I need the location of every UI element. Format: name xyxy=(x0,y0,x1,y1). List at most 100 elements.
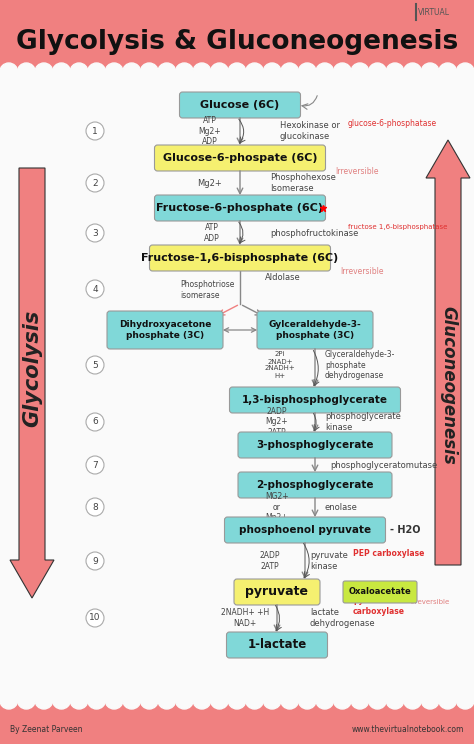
Circle shape xyxy=(35,63,53,81)
FancyBboxPatch shape xyxy=(229,387,401,413)
Text: Irreversible: Irreversible xyxy=(340,268,383,277)
Circle shape xyxy=(263,691,281,709)
Text: 2NADH+ +H
NAD+: 2NADH+ +H NAD+ xyxy=(221,609,269,628)
Circle shape xyxy=(456,63,474,81)
Text: pyruvate
carboxylase: pyruvate carboxylase xyxy=(353,596,405,616)
Text: 7: 7 xyxy=(92,461,98,469)
Text: Irreversible: Irreversible xyxy=(335,167,379,176)
Circle shape xyxy=(88,63,106,81)
FancyBboxPatch shape xyxy=(227,632,328,658)
Text: 1,3-bisphosphoglycerate: 1,3-bisphosphoglycerate xyxy=(242,395,388,405)
Text: 2ADP
Mg2+
2ATP: 2ADP Mg2+ 2ATP xyxy=(266,407,288,437)
Text: 3: 3 xyxy=(92,228,98,237)
Text: ATP
Mg2+
ADP: ATP Mg2+ ADP xyxy=(199,116,221,146)
Circle shape xyxy=(246,691,264,709)
Text: By Zeenat Parveen: By Zeenat Parveen xyxy=(10,725,82,734)
Text: Fructose-1,6-bisphosphate (6C): Fructose-1,6-bisphosphate (6C) xyxy=(141,253,338,263)
FancyBboxPatch shape xyxy=(0,0,474,72)
Circle shape xyxy=(86,280,104,298)
Circle shape xyxy=(421,691,439,709)
Text: lactate
dehydrogenase: lactate dehydrogenase xyxy=(310,609,375,628)
Circle shape xyxy=(246,63,264,81)
Circle shape xyxy=(351,691,369,709)
Circle shape xyxy=(210,691,228,709)
Circle shape xyxy=(105,691,123,709)
Text: - H2O: - H2O xyxy=(390,525,420,535)
Text: Glycolysis & Gluconeogenesis: Glycolysis & Gluconeogenesis xyxy=(16,29,458,55)
Polygon shape xyxy=(426,140,470,565)
Circle shape xyxy=(316,63,334,81)
Text: Hexokinase or
glucokinase: Hexokinase or glucokinase xyxy=(280,121,340,141)
FancyBboxPatch shape xyxy=(180,92,301,118)
Circle shape xyxy=(333,63,351,81)
Text: Fructose-6-phosphate (6C): Fructose-6-phosphate (6C) xyxy=(156,203,323,213)
Circle shape xyxy=(281,691,299,709)
Text: pyruvate: pyruvate xyxy=(246,586,309,598)
Text: Phosphotriose
isomerase: Phosphotriose isomerase xyxy=(180,280,234,300)
Circle shape xyxy=(105,63,123,81)
Text: Glyceraldehyde-3-
phosphate
dehydrogenase: Glyceraldehyde-3- phosphate dehydrogenas… xyxy=(325,350,395,380)
Circle shape xyxy=(263,63,281,81)
Text: Glucose (6C): Glucose (6C) xyxy=(201,100,280,110)
Circle shape xyxy=(228,691,246,709)
Text: www.thevirtualnotebook.com: www.thevirtualnotebook.com xyxy=(352,725,464,734)
FancyBboxPatch shape xyxy=(234,579,320,605)
Text: 2ADP
2ATP: 2ADP 2ATP xyxy=(260,551,280,571)
Circle shape xyxy=(386,691,404,709)
Text: ATP
ADP: ATP ADP xyxy=(204,223,220,243)
Text: VIRTUAL: VIRTUAL xyxy=(418,8,450,17)
Circle shape xyxy=(86,456,104,474)
Circle shape xyxy=(456,691,474,709)
FancyBboxPatch shape xyxy=(155,145,326,171)
Circle shape xyxy=(368,63,386,81)
Circle shape xyxy=(421,63,439,81)
Text: Irreversible: Irreversible xyxy=(410,599,449,605)
Text: Gluconeogenesis: Gluconeogenesis xyxy=(439,306,457,464)
Text: Glycolysis: Glycolysis xyxy=(22,310,42,426)
Text: 3-phosphoglycerate: 3-phosphoglycerate xyxy=(256,440,374,450)
Text: phosphoglycerate
kinase: phosphoglycerate kinase xyxy=(325,412,401,432)
Circle shape xyxy=(438,691,456,709)
Text: Oxaloacetate: Oxaloacetate xyxy=(348,588,411,597)
Text: phosphofructokinase: phosphofructokinase xyxy=(270,228,358,237)
FancyBboxPatch shape xyxy=(149,245,330,271)
Circle shape xyxy=(53,691,71,709)
Circle shape xyxy=(316,691,334,709)
Text: 9: 9 xyxy=(92,557,98,565)
Circle shape xyxy=(86,498,104,516)
Text: Phosphohexose
Isomerase: Phosphohexose Isomerase xyxy=(270,173,336,193)
FancyBboxPatch shape xyxy=(257,311,373,349)
Circle shape xyxy=(403,63,421,81)
Circle shape xyxy=(70,691,88,709)
Text: 5: 5 xyxy=(92,361,98,370)
Circle shape xyxy=(86,174,104,192)
Text: 2Pi
2NAD+
2NADH+
H+: 2Pi 2NAD+ 2NADH+ H+ xyxy=(264,351,295,379)
Circle shape xyxy=(175,63,193,81)
Text: MG2+
or
Mn2+: MG2+ or Mn2+ xyxy=(265,492,289,522)
FancyBboxPatch shape xyxy=(155,195,326,221)
Circle shape xyxy=(175,691,193,709)
Circle shape xyxy=(351,63,369,81)
Text: 1: 1 xyxy=(92,126,98,135)
FancyBboxPatch shape xyxy=(238,472,392,498)
Text: 10: 10 xyxy=(89,614,101,623)
Text: 1-lactate: 1-lactate xyxy=(247,638,307,652)
Text: 6: 6 xyxy=(92,417,98,426)
Circle shape xyxy=(0,63,18,81)
Circle shape xyxy=(53,63,71,81)
Circle shape xyxy=(86,609,104,627)
Circle shape xyxy=(281,63,299,81)
Text: Dihydroxyacetone
phosphate (3C): Dihydroxyacetone phosphate (3C) xyxy=(119,321,211,340)
Text: Glucose-6-phospate (6C): Glucose-6-phospate (6C) xyxy=(163,153,317,163)
Circle shape xyxy=(86,122,104,140)
Circle shape xyxy=(70,63,88,81)
Text: Aldolase: Aldolase xyxy=(265,274,301,283)
Text: 2: 2 xyxy=(92,179,98,187)
Circle shape xyxy=(403,691,421,709)
Circle shape xyxy=(86,356,104,374)
FancyBboxPatch shape xyxy=(225,517,385,543)
Circle shape xyxy=(0,691,18,709)
Circle shape xyxy=(35,691,53,709)
FancyBboxPatch shape xyxy=(0,700,474,744)
Circle shape xyxy=(86,552,104,570)
